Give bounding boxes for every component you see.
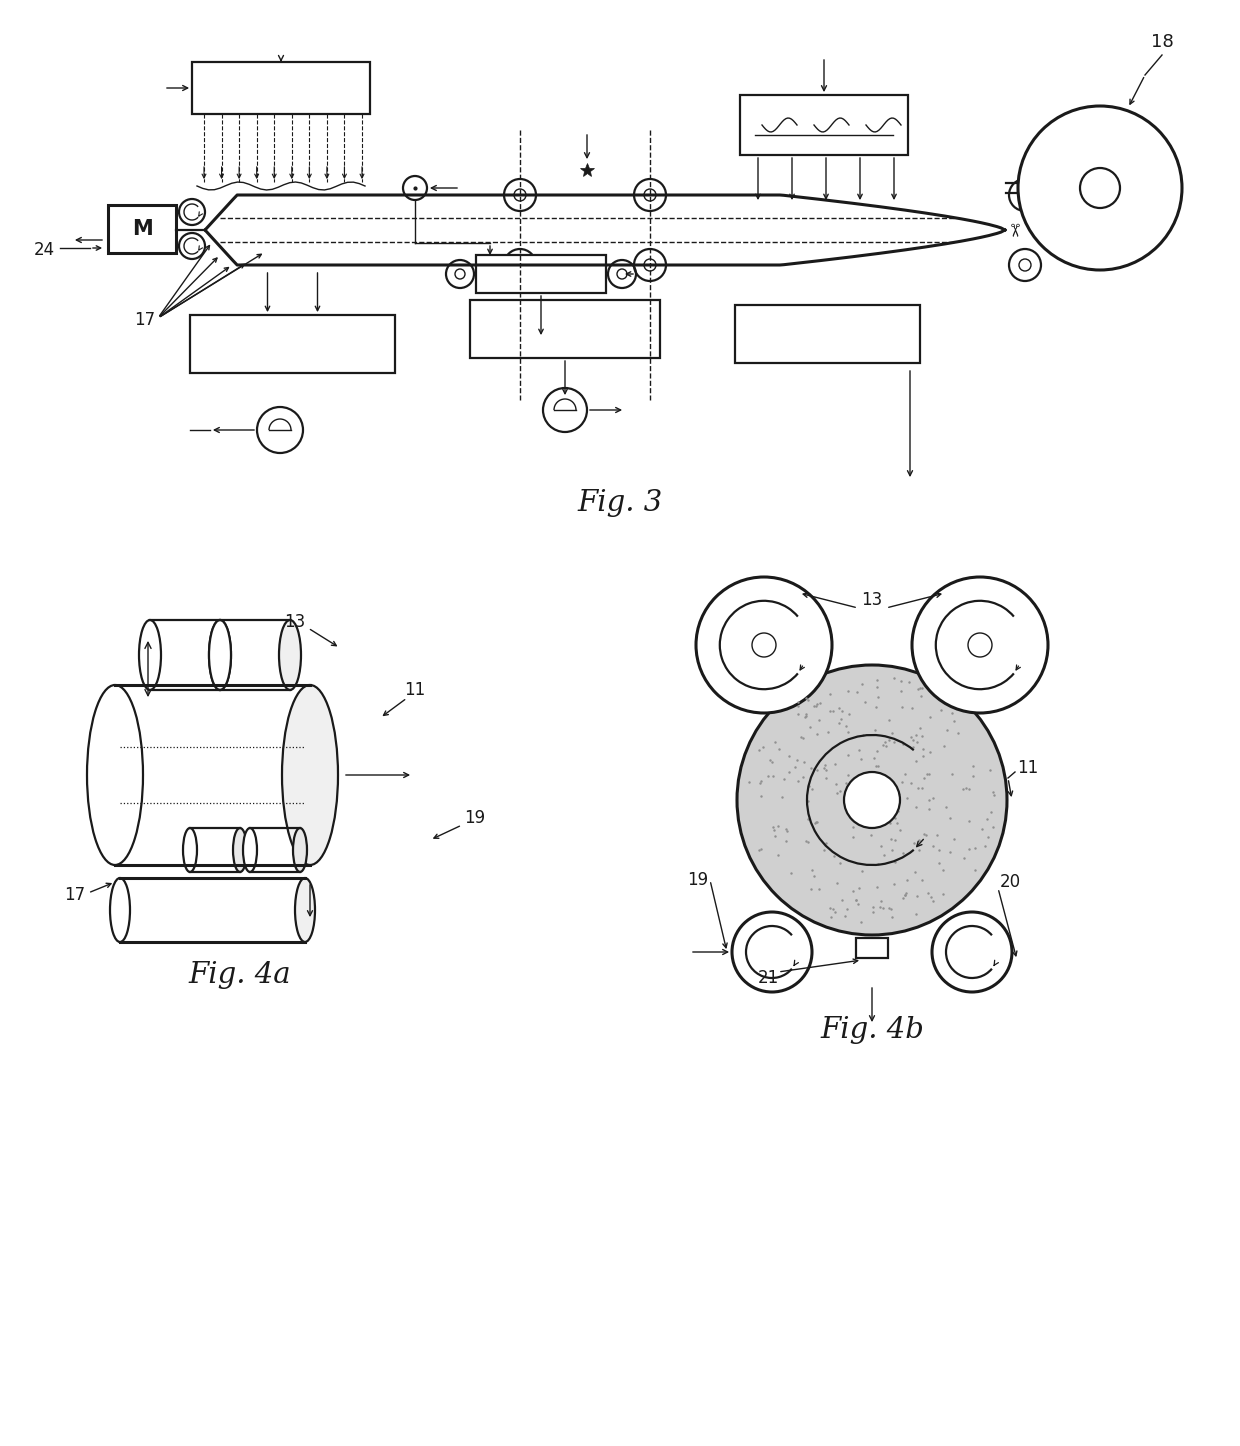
Circle shape: [932, 912, 1012, 992]
Bar: [735, 305, 920, 363]
Bar: [740, 95, 908, 155]
Ellipse shape: [139, 620, 161, 690]
Bar: [190, 315, 396, 373]
Bar: [470, 299, 660, 359]
Circle shape: [696, 577, 832, 713]
Text: 17: 17: [134, 311, 155, 330]
Ellipse shape: [233, 829, 247, 872]
Ellipse shape: [243, 829, 257, 872]
Circle shape: [737, 665, 1007, 936]
Ellipse shape: [293, 829, 308, 872]
Ellipse shape: [295, 878, 315, 941]
Ellipse shape: [184, 829, 197, 872]
Text: Fig. 3: Fig. 3: [578, 489, 662, 518]
Circle shape: [911, 577, 1048, 713]
Text: 13: 13: [862, 591, 883, 609]
Ellipse shape: [210, 620, 231, 690]
Ellipse shape: [279, 620, 301, 690]
Bar: [476, 254, 606, 294]
Text: 18: 18: [1151, 33, 1173, 51]
Circle shape: [732, 912, 812, 992]
Ellipse shape: [110, 878, 130, 941]
Circle shape: [543, 388, 587, 432]
Text: ✂: ✂: [1003, 223, 1021, 237]
Text: 11: 11: [404, 681, 425, 698]
Circle shape: [751, 633, 776, 656]
Circle shape: [844, 772, 900, 829]
Text: Fig. 4a: Fig. 4a: [188, 962, 291, 989]
Ellipse shape: [281, 685, 339, 865]
Bar: [192, 62, 370, 114]
Circle shape: [968, 633, 992, 656]
Text: 24: 24: [33, 241, 55, 259]
Text: 13: 13: [284, 613, 305, 630]
Text: 19: 19: [687, 870, 708, 889]
Circle shape: [257, 406, 303, 453]
Text: 11: 11: [1017, 759, 1039, 777]
Bar: [108, 205, 176, 253]
Text: 20: 20: [999, 873, 1021, 891]
Text: Fig. 4b: Fig. 4b: [820, 1017, 924, 1044]
Ellipse shape: [210, 620, 231, 690]
Text: 17: 17: [64, 886, 86, 904]
Text: M: M: [131, 218, 153, 239]
Circle shape: [1018, 106, 1182, 270]
Text: 19: 19: [465, 808, 486, 827]
Ellipse shape: [87, 685, 143, 865]
Bar: [856, 938, 888, 959]
Text: 21: 21: [758, 969, 779, 988]
